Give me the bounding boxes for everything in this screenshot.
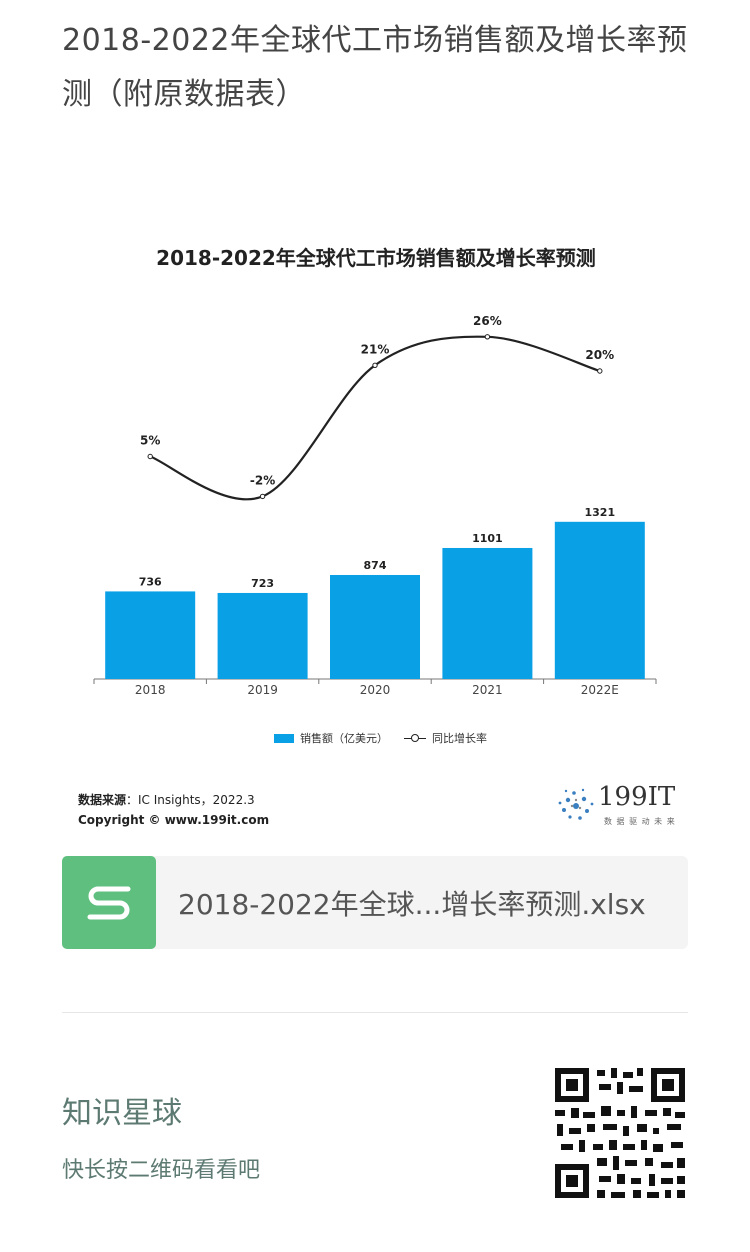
legend-line-label: 同比增长率 — [432, 732, 487, 745]
chart-legend: 销售额（亿美元） 同比增长率 — [274, 730, 487, 746]
growth-point-2019 — [259, 493, 266, 500]
growth-label: -2% — [250, 473, 275, 487]
brand-logo: 199IT 数 据 驱 动 未 来 — [554, 782, 684, 830]
legend-bar-label: 销售额（亿美元） — [300, 732, 388, 745]
chart-title: 2018-2022年全球代工市场销售额及增长率预测 — [156, 246, 596, 270]
growth-label: 26% — [473, 314, 502, 328]
x-tick-label: 2018 — [135, 683, 166, 697]
qr-code-icon[interactable] — [553, 1066, 687, 1200]
bar-value-label: 874 — [364, 559, 387, 572]
bar-2021 — [442, 547, 533, 679]
spreadsheet-s-icon — [62, 856, 156, 949]
bar-2020 — [330, 574, 420, 679]
file-name: 2018-2022年全球...增长率预测.xlsx — [178, 887, 646, 921]
chart-image: 2018-2022年全球代工市场销售额及增长率预测 736 2018 723 2019… — [62, 220, 690, 840]
growth-label: 21% — [361, 342, 390, 356]
x-tick-label: 2020 — [360, 683, 391, 697]
source-label: 数据来源 — [78, 793, 127, 807]
bar-2018 — [105, 591, 196, 679]
bar-value-label: 736 — [139, 575, 162, 588]
zsxq-title: 知识星球 — [62, 1096, 182, 1131]
bar-2019 — [217, 592, 308, 679]
bar-value-label: 1101 — [472, 532, 503, 545]
section-divider — [62, 1012, 688, 1013]
bar-value-label: 1321 — [584, 506, 615, 519]
legend-line-swatch — [404, 733, 426, 743]
growth-point-2021 — [484, 334, 491, 340]
growth-point-2018 — [147, 453, 153, 460]
page-title: 2018-2022年全球代工市场销售额及增长率预测（附原数据表） — [62, 23, 688, 112]
attachment-file-card[interactable]: 2018-2022年全球...增长率预测.xlsx — [62, 856, 688, 949]
brand-dots-icon — [558, 788, 594, 820]
x-tick-label: 2019 — [247, 683, 278, 697]
bar-2022E — [554, 521, 645, 679]
source-text: ：IC Insights，2022.3 — [126, 793, 255, 807]
brand-slogan: 数 据 驱 动 未 来 — [604, 817, 676, 826]
legend-bar-swatch — [274, 733, 294, 743]
source-note: 数据来源：IC Insights，2022.3 Copyright © www.… — [78, 790, 269, 830]
growth-rate-line — [149, 335, 601, 501]
chart-svg: 736 2018 723 2019 874 2020 1101 2021 1321 2022E 5%… — [93, 314, 657, 697]
x-tick-label: 2022E — [581, 683, 619, 697]
growth-point-2022E — [597, 368, 603, 374]
x-tick-label: 2021 — [472, 683, 503, 697]
copyright-text: Copyright © www.199it.com — [78, 813, 270, 827]
zsxq-subtitle: 快长按二维码看看吧 — [62, 1158, 261, 1183]
growth-label: 5% — [140, 434, 160, 448]
bar-value-label: 723 — [251, 577, 274, 590]
growth-point-2020 — [372, 362, 378, 369]
brand-name: 199IT — [598, 782, 676, 812]
growth-label: 20% — [585, 348, 614, 362]
